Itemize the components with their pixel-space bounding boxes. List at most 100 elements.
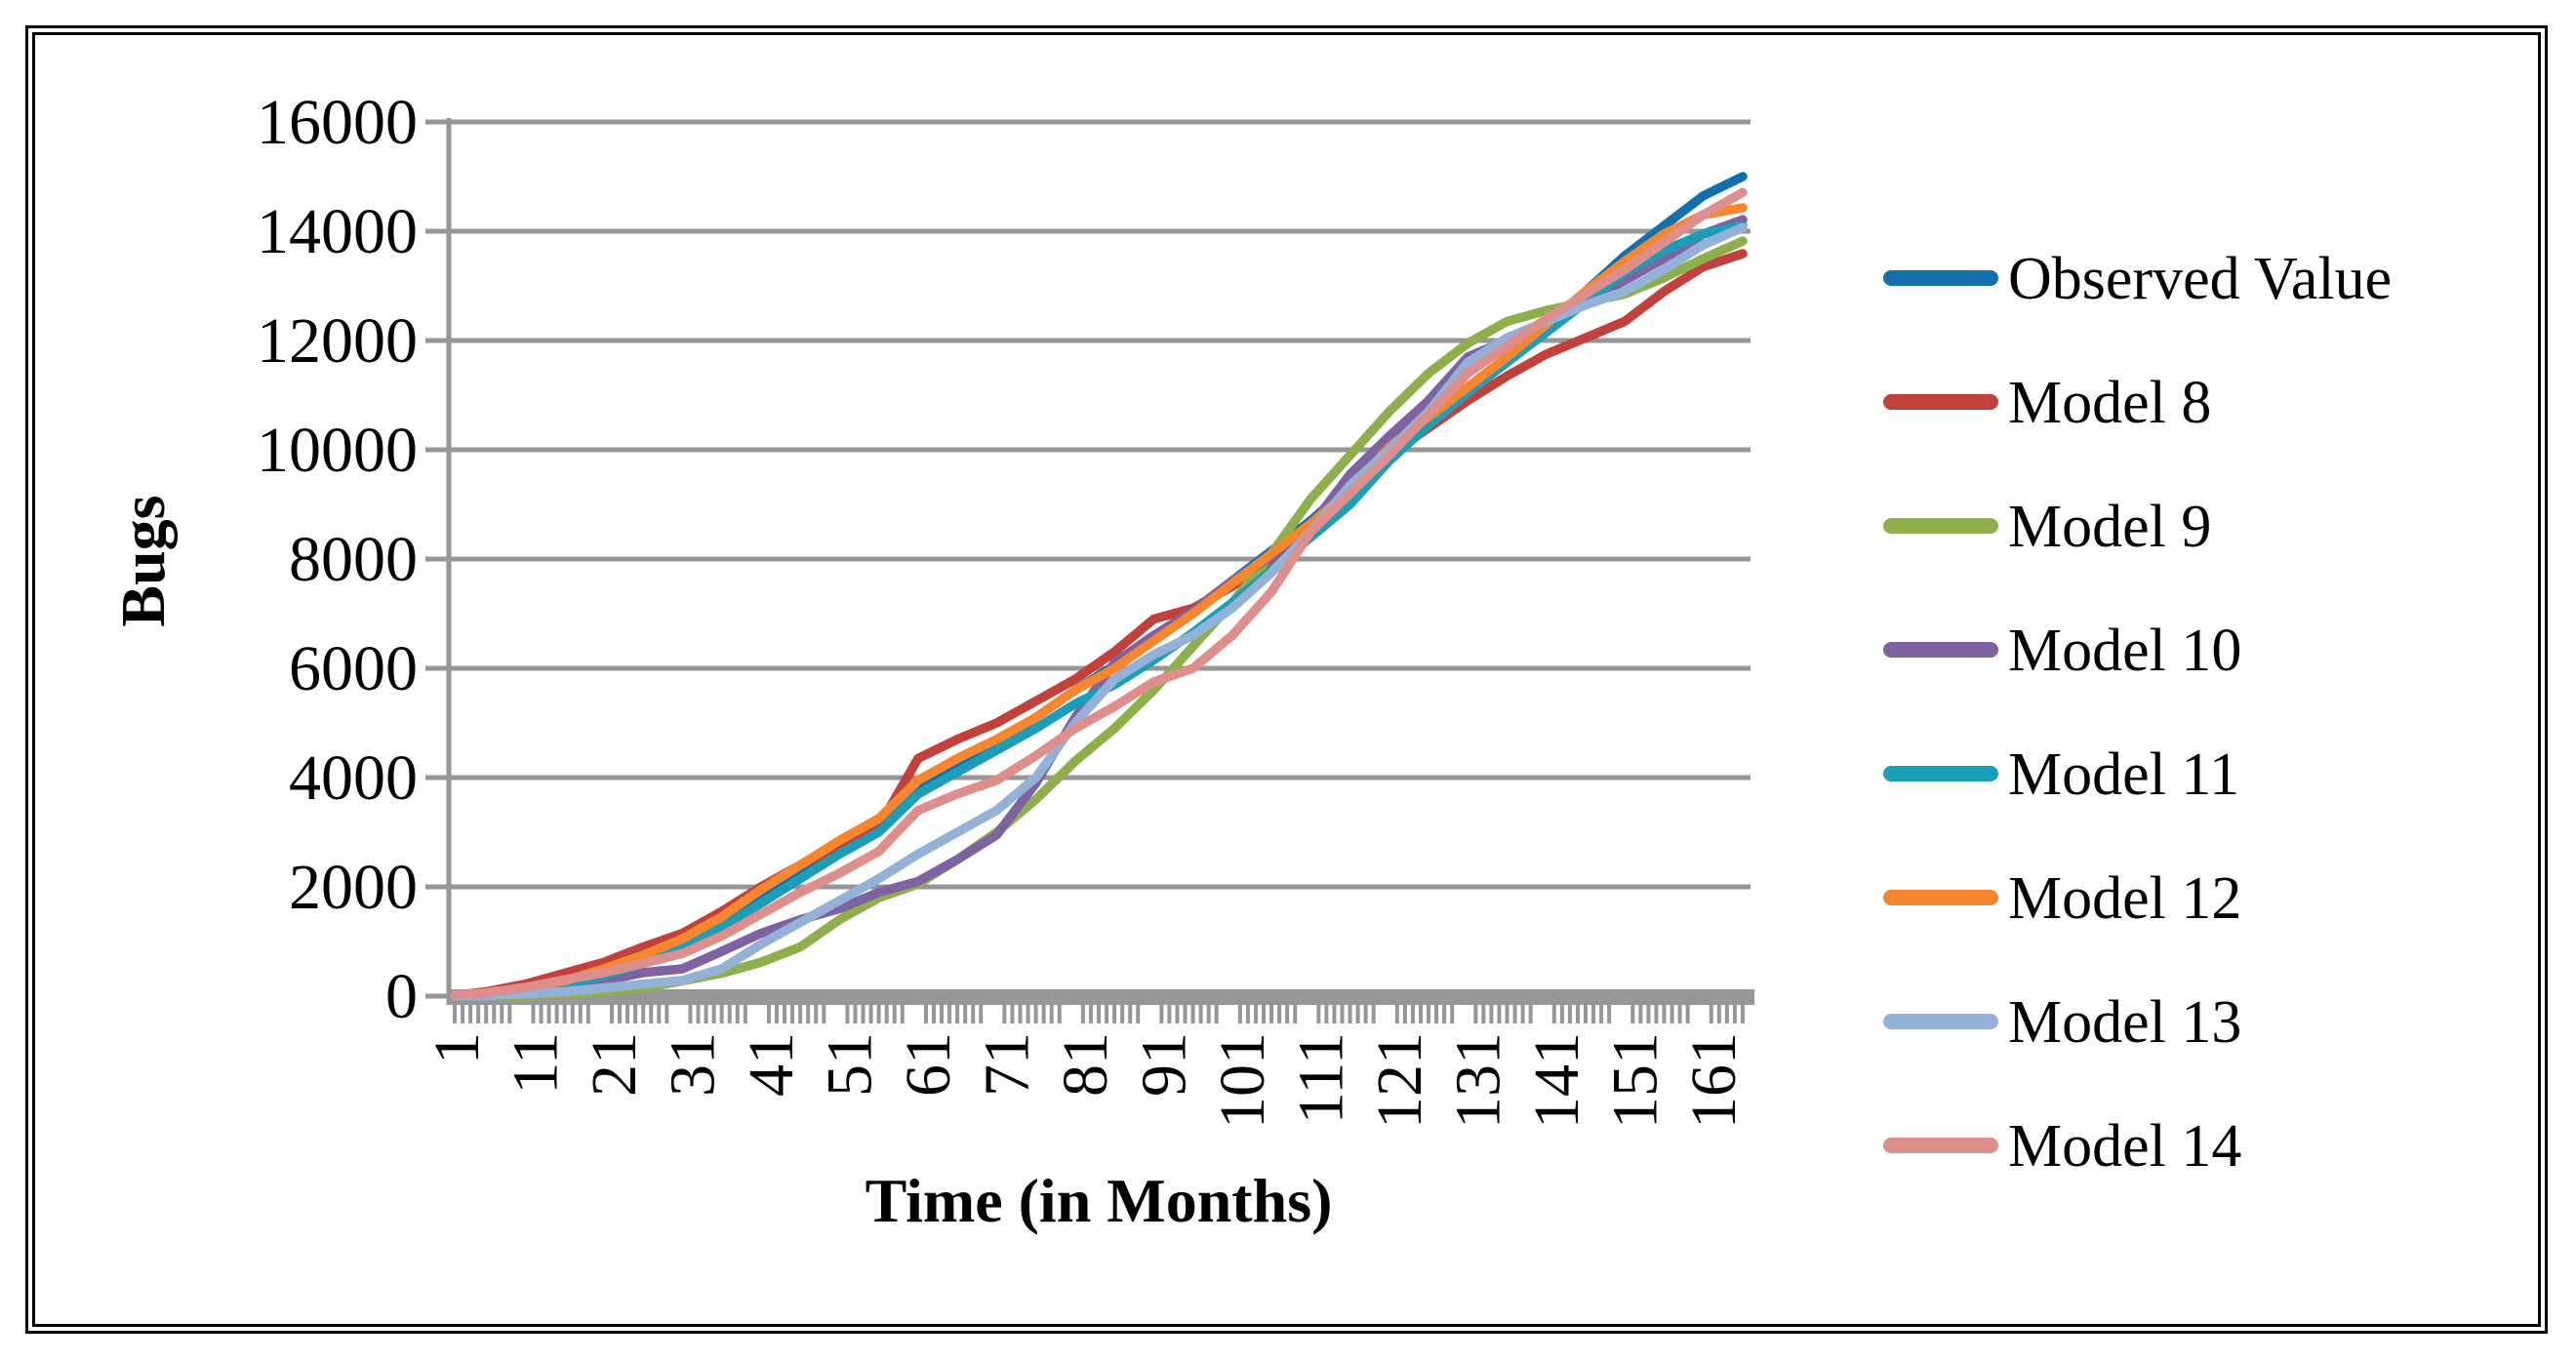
axes bbox=[425, 118, 1754, 1023]
x-tick-label: 101 bbox=[1207, 1032, 1278, 1129]
x-axis-minor-tick bbox=[1638, 1005, 1643, 1023]
x-axis-minor-tick bbox=[1033, 1005, 1038, 1023]
x-axis-minor-tick bbox=[1607, 1005, 1612, 1023]
x-axis-minor-tick bbox=[1355, 1005, 1360, 1023]
x-axis-minor-tick bbox=[562, 1005, 567, 1023]
x-axis-minor-tick bbox=[1057, 1005, 1062, 1023]
x-axis-minor-tick bbox=[1599, 1005, 1604, 1023]
x-axis-minor-tick bbox=[1363, 1005, 1368, 1023]
x-tick-label: 151 bbox=[1599, 1032, 1670, 1129]
x-axis-minor-tick bbox=[1716, 1005, 1721, 1023]
x-axis-minor-tick bbox=[625, 1005, 630, 1023]
x-tick-label: 121 bbox=[1364, 1032, 1435, 1129]
series-line-observed-value bbox=[450, 172, 1748, 1001]
y-axis-title: Bugs bbox=[108, 495, 178, 626]
series-line-model-10 bbox=[450, 215, 1748, 1001]
x-axis-minor-tick bbox=[1041, 1005, 1046, 1023]
x-axis-minor-tick bbox=[507, 1005, 512, 1023]
legend-swatch bbox=[1883, 890, 1998, 905]
y-tick-label: 12000 bbox=[257, 305, 418, 377]
x-axis-minor-tick bbox=[1159, 1005, 1164, 1023]
x-tick-label: 141 bbox=[1521, 1032, 1592, 1129]
x-axis-minor-tick bbox=[1018, 1005, 1023, 1023]
x-axis-minor-tick bbox=[892, 1005, 897, 1023]
x-axis-minor-tick bbox=[719, 1005, 724, 1023]
x-axis-minor-tick bbox=[1670, 1005, 1674, 1023]
x-tick-label: 51 bbox=[814, 1032, 885, 1097]
x-tick-label: 71 bbox=[971, 1032, 1042, 1097]
x-axis-minor-tick bbox=[461, 1005, 465, 1023]
x-axis-minor-tick bbox=[798, 1005, 803, 1023]
x-tick-label: 31 bbox=[657, 1032, 728, 1097]
x-axis-minor-tick bbox=[1740, 1005, 1745, 1023]
legend-label: Model 8 bbox=[2008, 370, 2211, 436]
x-tick-label: 21 bbox=[579, 1032, 650, 1097]
x-axis-minor-tick bbox=[649, 1005, 654, 1023]
legend-label: Model 10 bbox=[2008, 618, 2241, 684]
legend-label: Model 11 bbox=[2008, 741, 2239, 808]
x-axis-minor-tick bbox=[1206, 1005, 1211, 1023]
x-axis-minor-tick bbox=[1559, 1005, 1564, 1023]
x-axis-minor-tick bbox=[1136, 1005, 1141, 1023]
x-axis-minor-tick bbox=[1269, 1005, 1274, 1023]
x-axis-minor-tick bbox=[923, 1005, 928, 1023]
y-tick-labels: 0 2000 4000 6000 8000 10000 12000 14000 16000 bbox=[257, 87, 418, 1032]
x-axis-minor-tick bbox=[900, 1005, 905, 1023]
legend-label: Model 14 bbox=[2008, 1113, 2241, 1180]
x-axis-minor-tick bbox=[476, 1005, 481, 1023]
x-axis-minor-tick bbox=[1732, 1005, 1737, 1023]
x-axis-minor-tick bbox=[696, 1005, 701, 1023]
x-axis-minor-tick bbox=[1724, 1005, 1729, 1023]
x-axis-minor-tick bbox=[500, 1005, 504, 1023]
x-axis-minor-tick bbox=[1097, 1005, 1101, 1023]
legend-label: Model 13 bbox=[2008, 989, 2241, 1056]
x-axis-minor-tick bbox=[931, 1005, 936, 1023]
x-axis-minor-tick bbox=[1567, 1005, 1572, 1023]
x-axis-line bbox=[447, 989, 1754, 1005]
legend-label: Observed Value bbox=[2008, 246, 2392, 312]
x-tick-label: 91 bbox=[1128, 1032, 1199, 1097]
x-axis-minor-tick bbox=[861, 1005, 865, 1023]
x-axis-minor-tick bbox=[1088, 1005, 1093, 1023]
x-axis-minor-tick bbox=[971, 1005, 976, 1023]
x-axis-minor-tick bbox=[468, 1005, 473, 1023]
x-axis-minor-tick bbox=[1442, 1005, 1447, 1023]
series-line-model-12 bbox=[450, 203, 1748, 1001]
y-tick-label: 4000 bbox=[289, 742, 418, 814]
x-axis-minor-tick bbox=[1394, 1005, 1399, 1023]
y-tick-label: 14000 bbox=[257, 196, 418, 267]
x-axis-minor-tick bbox=[1505, 1005, 1509, 1023]
x-axis-minor-tick bbox=[484, 1005, 489, 1023]
x-tick-label: 1 bbox=[422, 1032, 493, 1064]
x-axis-minor-tick bbox=[1277, 1005, 1282, 1023]
x-axis-minor-tick bbox=[1654, 1005, 1659, 1023]
x-axis-minor-tick bbox=[585, 1005, 590, 1023]
x-axis-minor-tick bbox=[1410, 1005, 1415, 1023]
x-axis-minor-tick bbox=[578, 1005, 583, 1023]
x-axis-minor-tick bbox=[1167, 1005, 1172, 1023]
x-axis-minor-tick bbox=[814, 1005, 819, 1023]
y-tick-label: 16000 bbox=[257, 87, 418, 158]
x-axis-minor-tick bbox=[1371, 1005, 1376, 1023]
legend-swatch bbox=[1883, 518, 1998, 534]
series-line-model-8 bbox=[450, 249, 1748, 1000]
x-axis-minor-tick bbox=[1630, 1005, 1635, 1023]
x-axis-minor-tick bbox=[1427, 1005, 1431, 1023]
x-axis-minor-tick bbox=[1262, 1005, 1267, 1023]
x-axis-minor-tick bbox=[1584, 1005, 1589, 1023]
x-axis-minor-tick bbox=[1340, 1005, 1345, 1023]
x-axis-minor-tick bbox=[1112, 1005, 1117, 1023]
x-tick-label: 81 bbox=[1050, 1032, 1121, 1097]
x-axis-minor-tick bbox=[1512, 1005, 1517, 1023]
series-lines bbox=[450, 172, 1748, 1001]
x-axis-minor-tick bbox=[884, 1005, 889, 1023]
x-axis-minor-tick bbox=[845, 1005, 850, 1023]
x-axis-minor-tick bbox=[1520, 1005, 1525, 1023]
legend-swatch bbox=[1883, 270, 1998, 286]
x-axis-minor-tick bbox=[1497, 1005, 1502, 1023]
x-axis-minor-tick bbox=[1685, 1005, 1690, 1023]
x-tick-label: 61 bbox=[893, 1032, 964, 1097]
